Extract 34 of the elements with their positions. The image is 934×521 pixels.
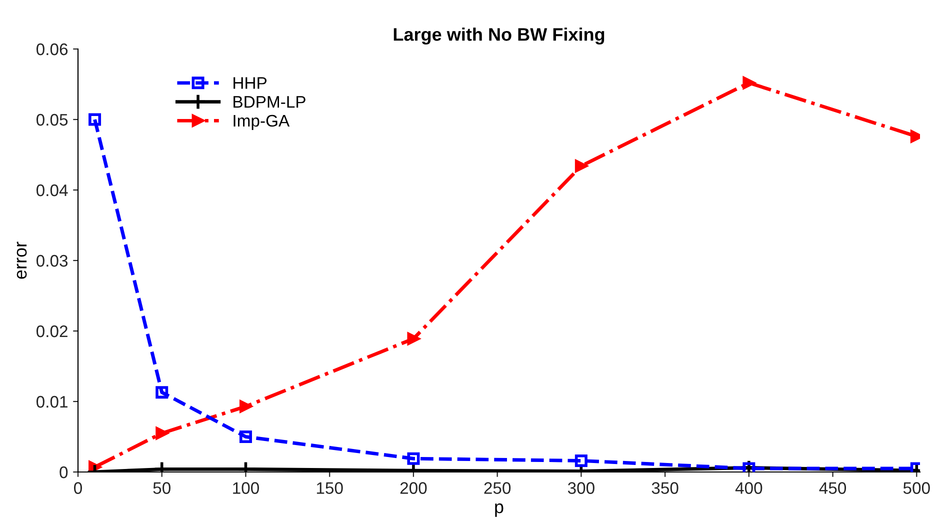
x-tick-label: 350 <box>652 482 678 494</box>
point <box>88 113 102 126</box>
x-tick-label: 50 <box>153 482 170 494</box>
x-axis-title: p <box>495 503 504 517</box>
y-tick-label: 0.01 <box>36 396 68 408</box>
chart-title: Large with No BW Fixing <box>394 28 604 44</box>
y-axis-title: error <box>16 242 27 279</box>
point <box>407 452 420 465</box>
x-tick-label: 400 <box>735 482 762 494</box>
x-tick-label: 500 <box>903 482 930 494</box>
y-tick-label: 0.02 <box>36 325 68 338</box>
x-tick-label: 0 <box>74 482 82 494</box>
y-tick-label: 0.05 <box>36 114 68 126</box>
point <box>407 332 420 346</box>
point <box>574 160 588 172</box>
point <box>742 76 756 90</box>
x-tick-label: 250 <box>484 482 511 494</box>
x-tick-label: 150 <box>316 482 343 494</box>
point <box>156 386 168 399</box>
x-tick-label: 300 <box>568 482 594 494</box>
y-tick-label: 0.06 <box>36 43 68 56</box>
y-tick-label: 0.03 <box>36 254 68 267</box>
x-tick-label: 450 <box>819 482 846 494</box>
point <box>574 454 588 467</box>
y-tick-label: 0.04 <box>36 184 68 196</box>
legend-label: BDPM-LP <box>234 96 306 108</box>
point <box>742 462 756 472</box>
point <box>239 430 252 443</box>
legend-label: HHP <box>234 77 267 89</box>
y-tick-label: 0 <box>60 466 68 478</box>
point <box>156 426 168 440</box>
legend-label: Imp-GA <box>234 114 290 130</box>
x-tick-label: 100 <box>233 482 259 494</box>
x-tick-label: 200 <box>400 482 427 494</box>
